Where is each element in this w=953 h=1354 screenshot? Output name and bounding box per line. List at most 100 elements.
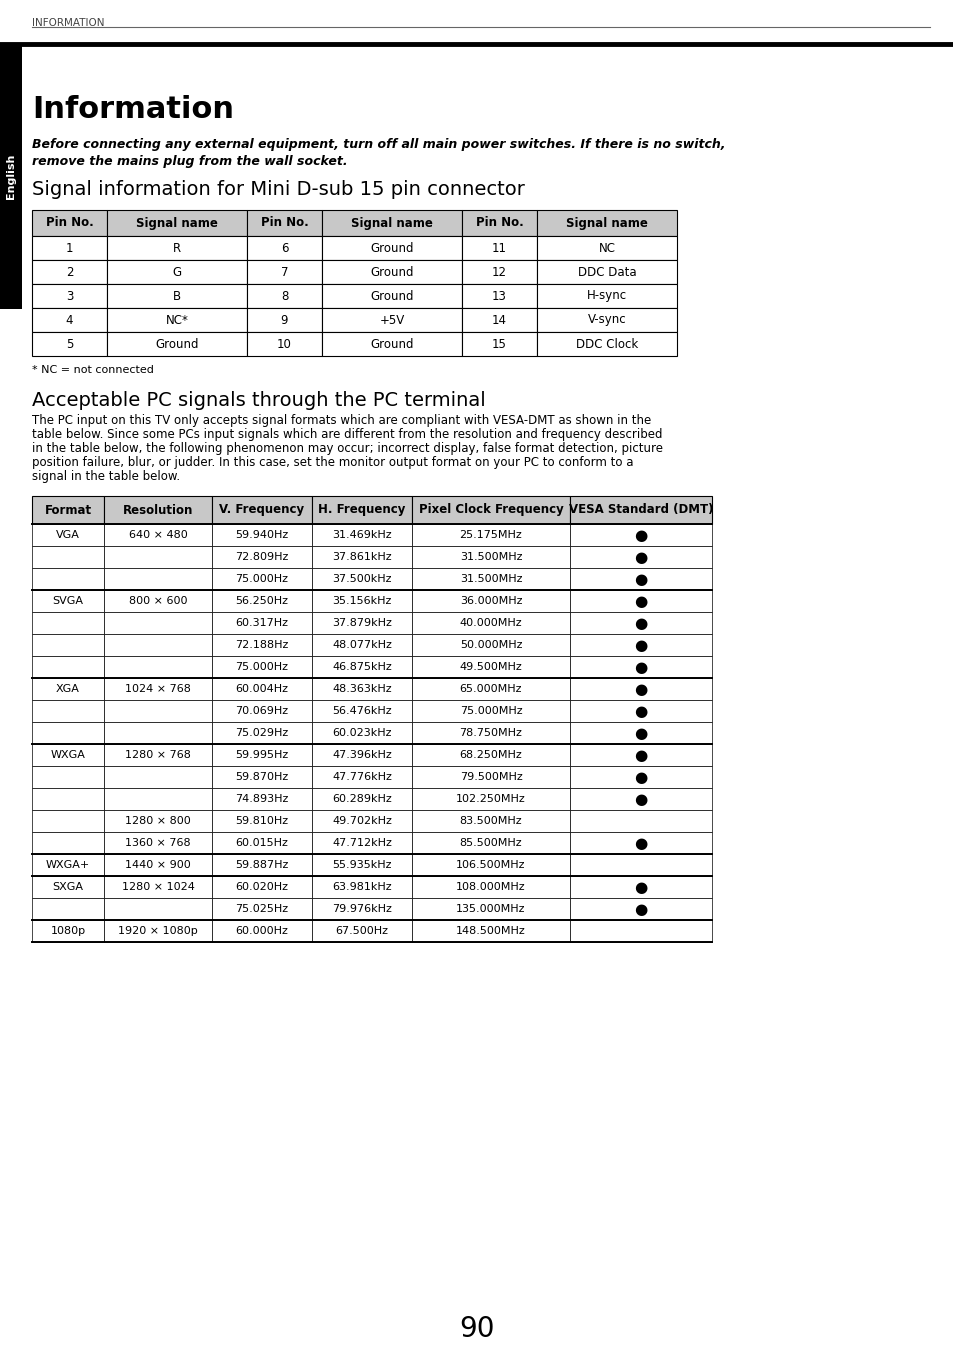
Text: Ground: Ground [370,290,414,302]
Text: 1440 × 900: 1440 × 900 [125,860,191,871]
Text: 75.000MHz: 75.000MHz [459,705,521,716]
Text: 79.976kHz: 79.976kHz [332,904,392,914]
Text: VESA Standard (DMT): VESA Standard (DMT) [568,504,713,516]
Bar [569,831,711,854]
Text: H. Frequency: H. Frequency [318,504,405,516]
Bar [537,332,677,356]
Text: ●: ● [634,550,647,565]
Bar [247,260,322,284]
Text: 60.289kHz: 60.289kHz [332,793,392,804]
Bar [569,678,711,700]
Text: 3: 3 [66,290,73,302]
Text: in the table below, the following phenomenon may occur; incorrect display, false: in the table below, the following phenom… [32,441,662,455]
Text: 4: 4 [66,314,73,326]
Text: G: G [172,265,181,279]
Bar [569,634,711,655]
Bar [569,655,711,678]
Bar [104,678,212,700]
Text: Signal name: Signal name [565,217,647,229]
Bar [247,332,322,356]
Text: 2: 2 [66,265,73,279]
Text: 59.810Hz: 59.810Hz [235,816,288,826]
Text: Ground: Ground [370,241,414,255]
Bar [322,307,461,332]
Text: 25.175MHz: 25.175MHz [459,529,522,540]
Bar [212,496,312,524]
Text: 106.500MHz: 106.500MHz [456,860,525,871]
Bar [32,546,104,567]
Bar [32,307,107,332]
Text: Pin No.: Pin No. [260,217,308,229]
Text: ●: ● [634,902,647,917]
Text: 1280 × 1024: 1280 × 1024 [121,881,194,892]
Text: Ground: Ground [370,337,414,351]
Text: NC*: NC* [166,314,189,326]
Bar [104,919,212,942]
Text: ●: ● [634,880,647,895]
Text: ●: ● [634,704,647,719]
Text: 56.250Hz: 56.250Hz [235,596,288,607]
Text: 59.995Hz: 59.995Hz [235,750,289,760]
Text: 40.000MHz: 40.000MHz [459,617,521,628]
Bar [569,876,711,898]
Bar [212,919,312,942]
Bar [569,700,711,722]
Text: B: B [172,290,181,302]
Text: ●: ● [634,792,647,807]
Text: 60.020Hz: 60.020Hz [235,881,288,892]
Bar [107,236,247,260]
Bar [247,284,322,307]
Bar [104,876,212,898]
Text: ●: ● [634,769,647,784]
Text: ●: ● [634,616,647,631]
Text: 46.875kHz: 46.875kHz [332,662,392,672]
Bar [312,524,412,546]
Text: 10: 10 [276,337,292,351]
Text: table below. Since some PCs input signals which are different from the resolutio: table below. Since some PCs input signal… [32,428,661,441]
Text: 90: 90 [458,1315,495,1343]
Text: 48.363kHz: 48.363kHz [332,684,392,695]
Text: 72.188Hz: 72.188Hz [235,640,289,650]
Text: 37.879kHz: 37.879kHz [332,617,392,628]
Text: 102.250MHz: 102.250MHz [456,793,525,804]
Bar [569,524,711,546]
Text: 75.025Hz: 75.025Hz [235,904,288,914]
Bar [212,743,312,766]
Bar [32,236,107,260]
Text: 65.000MHz: 65.000MHz [459,684,521,695]
Text: 60.000Hz: 60.000Hz [235,926,288,936]
Bar [212,678,312,700]
Bar [212,788,312,810]
Bar [32,810,104,831]
Text: 1280 × 800: 1280 × 800 [125,816,191,826]
Bar [0,43,22,309]
Bar [104,546,212,567]
Text: Pin No.: Pin No. [46,217,93,229]
Bar [312,810,412,831]
Text: remove the mains plug from the wall socket.: remove the mains plug from the wall sock… [32,154,347,168]
Text: 7: 7 [280,265,288,279]
Bar [107,260,247,284]
Bar [412,854,569,876]
Text: Information: Information [32,95,233,125]
Bar [104,766,212,788]
Bar [32,634,104,655]
Bar [104,810,212,831]
Text: 37.861kHz: 37.861kHz [332,552,392,562]
Text: 15: 15 [492,337,506,351]
Text: signal in the table below.: signal in the table below. [32,470,180,483]
Text: VGA: VGA [56,529,80,540]
Bar [32,919,104,942]
Bar [461,307,537,332]
Text: 56.476kHz: 56.476kHz [332,705,392,716]
Text: Pin No.: Pin No. [476,217,523,229]
Bar [312,700,412,722]
Bar [312,634,412,655]
Text: ●: ● [634,593,647,608]
Text: Format: Format [45,504,91,516]
Bar [212,612,312,634]
Text: The PC input on this TV only accepts signal formats which are compliant with VES: The PC input on this TV only accepts sig… [32,414,651,427]
Bar [32,766,104,788]
Text: 63.981kHz: 63.981kHz [332,881,392,892]
Text: DDC Data: DDC Data [578,265,636,279]
